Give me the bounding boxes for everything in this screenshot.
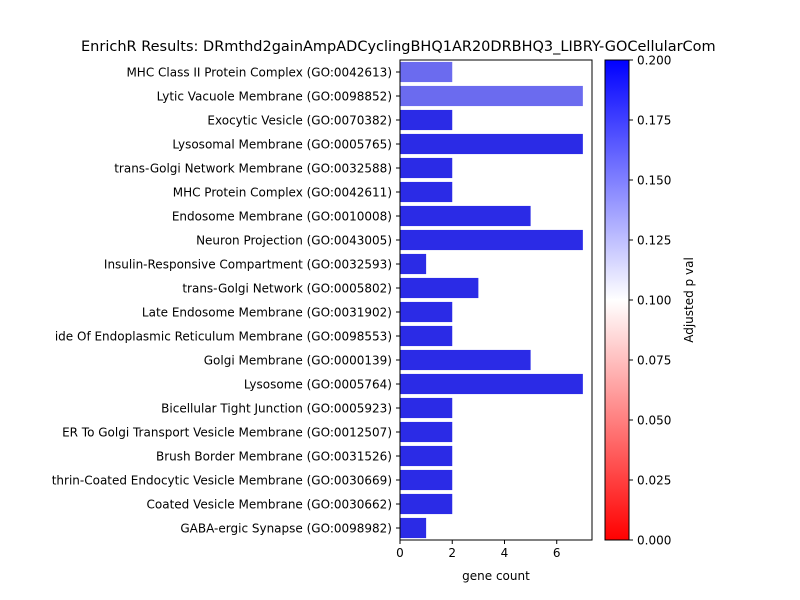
bar xyxy=(400,61,453,83)
y-tick-label: Neuron Projection (GO:0043005) xyxy=(196,234,392,248)
x-axis-label: gene count xyxy=(462,569,530,583)
colorbar-gradient xyxy=(604,59,630,541)
colorbar-ticks: 0.000 0.025 0.050 0.075 0.100 0.125 0.150 0.175… xyxy=(629,54,671,548)
y-tick-label: Exocytic Vesicle (GO:0070382) xyxy=(207,114,392,128)
y-tick-label: ide Of Endoplasmic Reticulum Membrane (G… xyxy=(55,330,392,344)
plot-frame xyxy=(399,59,593,541)
y-tick-label: trans-Golgi Network Membrane (GO:0032588… xyxy=(114,162,392,176)
bar xyxy=(400,349,531,371)
colorbar-tick-label: 0.150 xyxy=(637,174,671,188)
bar xyxy=(400,373,583,395)
y-tick-label: MHC Class II Protein Complex (GO:0042613… xyxy=(126,66,392,80)
bar xyxy=(400,445,453,467)
category-labels: MHC Class II Protein Complex (GO:0042613… xyxy=(52,66,400,536)
bar xyxy=(400,397,453,419)
y-tick-label: MHC Protein Complex (GO:0042611) xyxy=(173,186,392,200)
x-tick-label: 2 xyxy=(448,546,456,560)
x-tick-label: 0 xyxy=(396,546,404,560)
bar xyxy=(400,133,583,155)
y-tick-label: Golgi Membrane (GO:0000139) xyxy=(204,354,392,368)
y-tick-label: Lysosomal Membrane (GO:0005765) xyxy=(172,138,392,152)
bar xyxy=(400,277,479,299)
colorbar-tick-label: 0.175 xyxy=(637,114,671,128)
colorbar-tick-label: 0.125 xyxy=(637,234,671,248)
bar xyxy=(400,205,531,227)
y-tick-label: ER To Golgi Transport Vesicle Membrane (… xyxy=(62,426,392,440)
bar xyxy=(400,229,583,251)
bar xyxy=(400,253,427,275)
bar xyxy=(400,325,453,347)
colorbar-tick-label: 0.075 xyxy=(637,354,671,368)
bar xyxy=(400,109,453,131)
x-tick-label: 6 xyxy=(553,546,561,560)
y-tick-label: Lysosome (GO:0005764) xyxy=(244,378,392,392)
bar xyxy=(400,301,453,323)
colorbar-label: Adjusted p val xyxy=(682,257,696,343)
colorbar-tick-label: 0.100 xyxy=(637,294,671,308)
y-tick-label: Late Endosome Membrane (GO:0031902) xyxy=(142,306,392,320)
y-tick-label: Insulin-Responsive Compartment (GO:00325… xyxy=(104,258,392,272)
y-tick-label: Brush Border Membrane (GO:0031526) xyxy=(156,450,392,464)
chart-title: EnrichR Results: DRmthd2gainAmpADCycling… xyxy=(81,39,716,55)
bar xyxy=(400,517,427,539)
colorbar-tick-label: 0.050 xyxy=(637,414,671,428)
colorbar: 0.000 0.025 0.050 0.075 0.100 0.125 0.150 0.175… xyxy=(604,54,696,548)
bar-group xyxy=(400,61,583,539)
bar xyxy=(400,181,453,203)
y-tick-label: Bicellular Tight Junction (GO:0005923) xyxy=(161,402,392,416)
y-tick-label: trans-Golgi Network (GO:0005802) xyxy=(182,282,392,296)
bar xyxy=(400,493,453,515)
colorbar-tick-label: 0.000 xyxy=(637,534,671,548)
colorbar-tick-label: 0.200 xyxy=(637,54,671,68)
y-tick-label: Coated Vesicle Membrane (GO:0030662) xyxy=(147,498,392,512)
bar xyxy=(400,157,453,179)
y-tick-label: Lytic Vacuole Membrane (GO:0098852) xyxy=(157,90,392,104)
x-tick-label: 4 xyxy=(501,546,509,560)
bar xyxy=(400,469,453,491)
bar xyxy=(400,421,453,443)
bar xyxy=(400,85,583,107)
colorbar-tick-label: 0.025 xyxy=(637,474,671,488)
x-axis: 0 2 4 6 xyxy=(396,540,561,560)
y-tick-label: Endosome Membrane (GO:0010008) xyxy=(172,210,392,224)
y-tick-label: thrin-Coated Endocytic Vesicle Membrane … xyxy=(52,474,392,488)
y-tick-label: GABA-ergic Synapse (GO:0098982) xyxy=(180,522,392,536)
